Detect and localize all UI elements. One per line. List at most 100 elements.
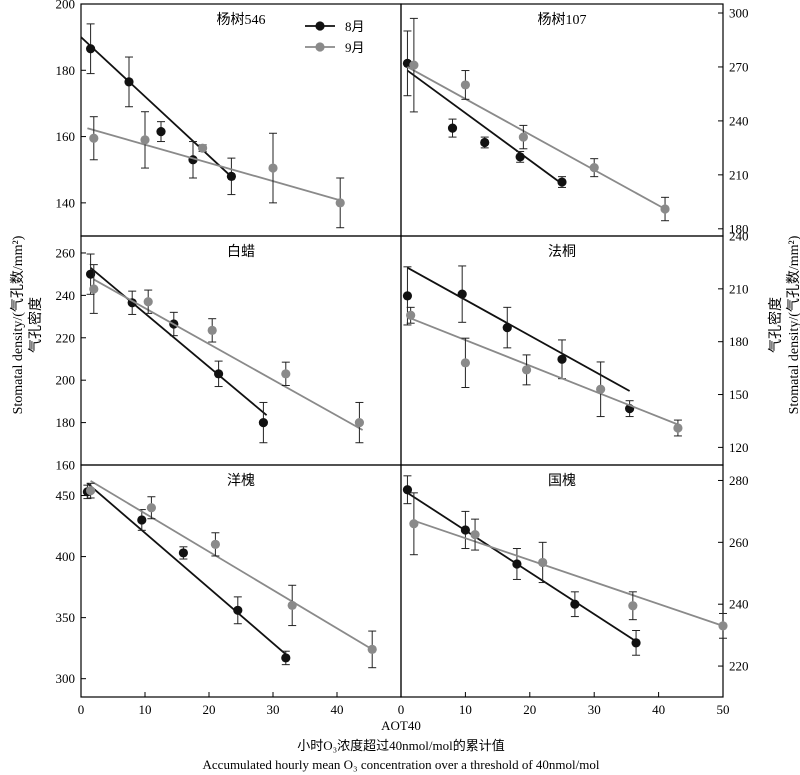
data-point bbox=[570, 599, 580, 609]
data-point bbox=[146, 503, 156, 513]
y-tick-label: 240 bbox=[729, 229, 749, 244]
data-point bbox=[502, 323, 512, 333]
data-point bbox=[447, 123, 458, 133]
y-tick-label: 210 bbox=[729, 167, 749, 182]
y-tick-label: 200 bbox=[56, 0, 76, 12]
y-tick-label: 180 bbox=[56, 415, 76, 430]
data-point bbox=[89, 133, 99, 143]
fit-line bbox=[87, 127, 344, 203]
x-axis-caption-chinese: 小时O₃浓度超过40nmol/mol的累计值 bbox=[297, 738, 504, 753]
y-tick-label: 220 bbox=[729, 659, 749, 674]
data-point bbox=[156, 127, 166, 137]
y-tick-label: 270 bbox=[729, 59, 749, 74]
x-tick-label: 30 bbox=[267, 702, 280, 717]
panel-3: 白蜡 160 180 200 220 240 260 bbox=[56, 235, 402, 473]
y-axis-caption-left-cn: 气孔密度 bbox=[27, 297, 44, 353]
data-point bbox=[198, 143, 208, 153]
data-point bbox=[226, 171, 236, 181]
panel-2: 杨树107 180 210 240 270 300 bbox=[400, 3, 749, 237]
y-tick-label: 150 bbox=[729, 387, 749, 402]
data-point bbox=[521, 365, 532, 375]
panel-4: 法桐 120 150 180 210 240 bbox=[400, 229, 749, 466]
panel-1: 杨树546 140 160 180 200 bbox=[56, 0, 402, 237]
y-tick-label: 400 bbox=[56, 549, 76, 564]
series-sep bbox=[87, 111, 345, 229]
panel-frame bbox=[400, 464, 724, 698]
x-tick-label: 30 bbox=[588, 702, 601, 717]
data-point bbox=[673, 423, 683, 433]
panel-5: 洋槐 300 350 400 450 0 10 20 30 40 bbox=[56, 464, 402, 717]
panel-title: 白蜡 bbox=[227, 244, 255, 260]
x-tick-label: 10 bbox=[139, 702, 152, 717]
y-tick-label: 260 bbox=[56, 245, 76, 260]
data-point bbox=[210, 539, 220, 549]
panel-title: 杨树546 bbox=[217, 12, 266, 28]
fit-line bbox=[413, 519, 724, 627]
series-aug bbox=[402, 30, 567, 188]
data-point bbox=[512, 559, 522, 569]
data-point bbox=[557, 177, 567, 187]
y-tick-label: 240 bbox=[729, 597, 749, 612]
y-tick-label: 260 bbox=[729, 535, 749, 550]
x-tick-label: 40 bbox=[331, 702, 344, 717]
data-point bbox=[557, 354, 567, 364]
data-point bbox=[86, 44, 96, 54]
panel-title: 洋槐 bbox=[227, 473, 255, 489]
fit-line bbox=[406, 69, 563, 185]
data-point bbox=[258, 417, 268, 428]
series-sep bbox=[407, 17, 670, 222]
fit-line bbox=[407, 316, 679, 426]
data-point bbox=[335, 198, 345, 208]
y-tick-label: 240 bbox=[729, 113, 749, 128]
data-point bbox=[207, 325, 217, 335]
data-point bbox=[518, 132, 528, 142]
series-aug bbox=[80, 23, 236, 196]
y-tick-label: 240 bbox=[56, 288, 76, 303]
x-tick-label: 0 bbox=[78, 702, 85, 717]
series-sep bbox=[89, 264, 364, 444]
data-point bbox=[143, 297, 153, 307]
fit-line bbox=[90, 480, 373, 651]
y-tick-label: 180 bbox=[56, 63, 76, 78]
data-point bbox=[124, 77, 134, 87]
data-point bbox=[409, 60, 419, 70]
data-point bbox=[354, 417, 364, 428]
series-aug bbox=[86, 253, 268, 444]
panel-frame bbox=[80, 235, 402, 466]
y-tick-label: 300 bbox=[56, 671, 76, 686]
data-point bbox=[402, 291, 413, 301]
legend-label: 8月 bbox=[345, 19, 365, 34]
fit-line bbox=[90, 267, 268, 416]
x-tick-label: 10 bbox=[459, 702, 472, 717]
data-point bbox=[631, 638, 641, 648]
data-point bbox=[137, 515, 147, 525]
y-tick-label: 160 bbox=[56, 129, 76, 144]
data-point bbox=[86, 486, 96, 496]
data-point bbox=[596, 384, 606, 394]
y-tick-label: 120 bbox=[729, 440, 749, 455]
y-axis-caption-left: Stomatal density/(气孔数/mm²) 气孔密度 bbox=[10, 235, 44, 414]
series-sep bbox=[409, 492, 728, 639]
x-tick-label: 50 bbox=[717, 702, 730, 717]
legend-swatch-marker bbox=[315, 42, 325, 52]
data-point bbox=[457, 289, 467, 299]
y-tick-label: 280 bbox=[729, 473, 749, 488]
data-point bbox=[178, 548, 188, 558]
series-aug bbox=[402, 265, 635, 418]
series-sep bbox=[86, 480, 377, 669]
data-point bbox=[287, 600, 297, 611]
panel-6: 国槐 220 240 260 280 0 10 20 30 40 50 bbox=[398, 464, 749, 717]
x-axis-caption-aot40: AOT40 bbox=[381, 718, 421, 733]
y-axis-caption-right: 气孔密度 Stomatal density/(气孔数/mm²) bbox=[767, 235, 800, 414]
y-tick-label: 220 bbox=[56, 330, 76, 345]
fit-line bbox=[86, 482, 287, 655]
data-point bbox=[268, 163, 278, 173]
fit-line bbox=[406, 492, 637, 643]
legend-swatch-marker bbox=[315, 21, 325, 31]
panel-frame bbox=[80, 3, 402, 237]
data-point bbox=[718, 621, 728, 631]
series-aug bbox=[402, 475, 641, 656]
panel-title: 法桐 bbox=[548, 244, 576, 260]
fit-line bbox=[80, 36, 236, 181]
y-axis-caption-left-en: Stomatal density/(气孔数/mm²) bbox=[10, 235, 26, 414]
